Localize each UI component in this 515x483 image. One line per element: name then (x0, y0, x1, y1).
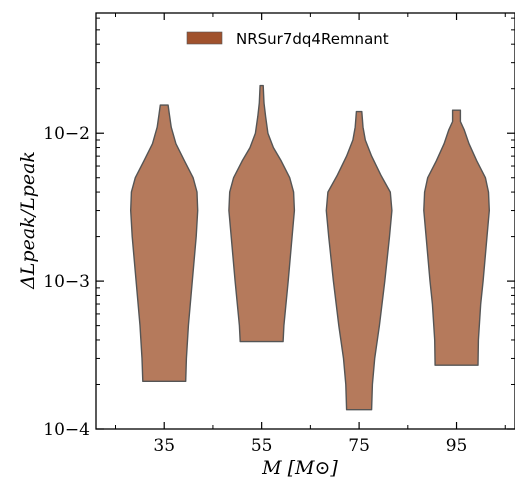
x-axis-label: M [M⊙] (261, 457, 338, 479)
x-tick-label-75: 75 (348, 436, 370, 456)
plot-frame (95, 12, 515, 430)
y-tick-label: 10−4 (43, 420, 90, 440)
x-tick-label-95: 95 (446, 436, 468, 456)
x-tick-label-35: 35 (153, 436, 175, 456)
legend-label: NRSur7dq4Remnant (236, 30, 389, 48)
violin-95 (423, 109, 490, 366)
legend: NRSur7dq4Remnant (186, 30, 389, 48)
violin-35 (130, 104, 199, 382)
violin-75 (325, 110, 393, 411)
y-tick-label: 10−2 (43, 124, 90, 144)
violin-55 (228, 84, 296, 343)
y-axis-label: ΔLpeak/Lpeak (17, 151, 39, 290)
y-axis-ticks: 10−4 10−3 10−2 (43, 17, 515, 440)
violin-group (130, 84, 490, 411)
y-tick-label: 10−3 (43, 272, 90, 292)
x-axis-ticks: 35 55 75 95 (114, 13, 506, 456)
legend-swatch (186, 31, 223, 45)
x-tick-label-55: 55 (251, 436, 273, 456)
